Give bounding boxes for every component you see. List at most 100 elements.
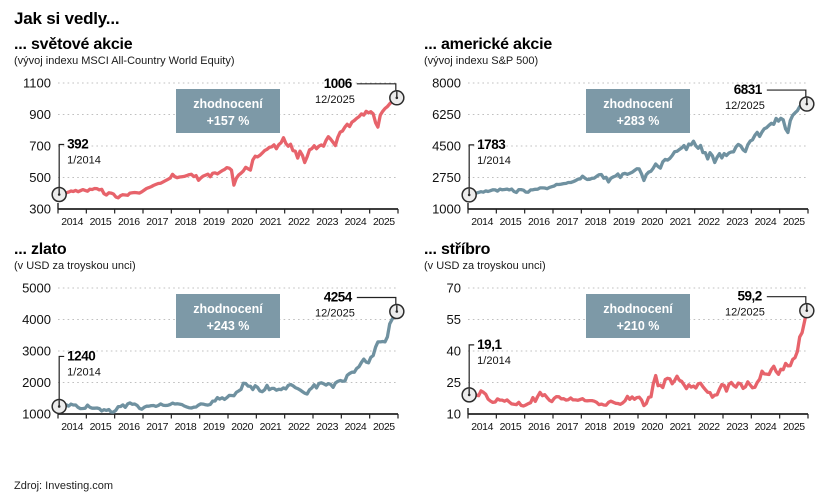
- svg-text:2020: 2020: [641, 216, 663, 228]
- svg-text:300: 300: [29, 202, 51, 217]
- svg-text:55: 55: [447, 312, 461, 327]
- x-axis: 2014 2015 2016 2017 2018 2019 2020 2021 2022 2023…: [467, 203, 809, 228]
- svg-text:2023: 2023: [316, 421, 338, 433]
- svg-text:2023: 2023: [726, 216, 748, 228]
- series-line: [57, 96, 399, 200]
- svg-text:4000: 4000: [22, 312, 51, 327]
- line-chart-us-equities: 1000 2750 4500 6250 8000 2014 2015 2016 2017 2018…: [432, 76, 815, 228]
- chart-title-silver: ... stříbro: [424, 241, 491, 258]
- svg-text:2016: 2016: [528, 421, 550, 433]
- gridlines: 1000 2000 3000 4000 5000: [22, 281, 398, 422]
- svg-text:5000: 5000: [22, 281, 51, 296]
- start-annotation: 1240 1/2014: [51, 348, 101, 415]
- end-annotation: 4254 12/2025: [315, 289, 405, 320]
- svg-text:2025: 2025: [783, 216, 805, 228]
- valuation-badge: zhodnocení +283 %: [586, 89, 690, 133]
- start-annotation: 19,1 1/2014: [461, 337, 511, 403]
- svg-text:2017: 2017: [146, 216, 168, 228]
- start-annotation: 1783 1/2014: [461, 137, 511, 203]
- svg-text:2024: 2024: [345, 216, 367, 228]
- series-line: [467, 309, 809, 408]
- valuation-badge: zhodnocení +157 %: [176, 89, 280, 133]
- svg-text:10: 10: [447, 407, 461, 422]
- series-line: [57, 309, 399, 414]
- svg-text:zhodnocení: zhodnocení: [603, 302, 673, 316]
- svg-text:2022: 2022: [288, 421, 310, 433]
- svg-text:4254: 4254: [324, 289, 353, 304]
- svg-text:1783: 1783: [477, 137, 506, 152]
- point-marker-icon: [799, 96, 815, 112]
- svg-text:500: 500: [29, 170, 51, 185]
- charts-grid: ... světové akcie (vývoj indexu MSCI All…: [0, 34, 820, 438]
- valuation-badge: zhodnocení +210 %: [586, 294, 690, 338]
- chart-panel-silver: ... stříbro (v USD za troyskou unci) 10 2…: [424, 239, 815, 438]
- svg-text:19,1: 19,1: [477, 337, 502, 352]
- svg-text:2018: 2018: [175, 421, 197, 433]
- svg-text:2025: 2025: [373, 216, 395, 228]
- svg-text:12/2025: 12/2025: [725, 100, 765, 112]
- svg-text:2023: 2023: [726, 421, 748, 433]
- line-chart-gold: 1000 2000 3000 4000 5000 2014 2015 2016 2017 2018…: [22, 281, 405, 433]
- svg-text:1240: 1240: [67, 348, 95, 363]
- svg-text:6831: 6831: [734, 82, 763, 97]
- svg-text:zhodnocení: zhodnocení: [193, 302, 263, 316]
- svg-text:2023: 2023: [316, 216, 338, 228]
- svg-text:2021: 2021: [670, 216, 692, 228]
- svg-text:2017: 2017: [146, 421, 168, 433]
- point-marker-icon: [389, 303, 405, 320]
- svg-text:2014: 2014: [471, 216, 493, 228]
- svg-text:2025: 2025: [783, 421, 805, 433]
- svg-text:2021: 2021: [260, 216, 282, 228]
- svg-text:2000: 2000: [22, 375, 51, 390]
- svg-text:4500: 4500: [432, 139, 461, 154]
- chart-title-gold: ... zlato: [14, 241, 67, 258]
- svg-text:+157 %: +157 %: [207, 114, 250, 128]
- svg-text:6250: 6250: [432, 107, 461, 122]
- chart-title-world-equities: ... světové akcie: [14, 36, 133, 53]
- svg-text:1/2014: 1/2014: [477, 355, 511, 367]
- chart-title-us-equities: ... americké akcie: [424, 36, 553, 53]
- chart-subtitle-world-equities: (vývoj indexu MSCI All-Country World Equ…: [14, 55, 235, 67]
- svg-text:2016: 2016: [118, 216, 140, 228]
- svg-text:2020: 2020: [231, 216, 253, 228]
- svg-text:2014: 2014: [471, 421, 493, 433]
- line-chart-world-equities: 300 500 700 900 1100 2014 2015 2016 2017 2018 2019…: [23, 76, 405, 228]
- chart-subtitle-gold: (v USD za troyskou unci): [14, 260, 136, 272]
- svg-text:2750: 2750: [432, 170, 461, 185]
- point-marker-icon: [51, 186, 67, 203]
- svg-text:2015: 2015: [500, 216, 522, 228]
- svg-text:zhodnocení: zhodnocení: [193, 97, 263, 111]
- page-title: Jak si vedly...: [14, 9, 120, 28]
- point-marker-icon: [799, 302, 815, 319]
- point-marker-icon: [389, 90, 405, 106]
- start-annotation: 392 1/2014: [51, 137, 101, 203]
- svg-text:700: 700: [29, 139, 51, 154]
- chart-subtitle-silver: (v USD za troyskou unci): [424, 260, 546, 272]
- svg-text:1/2014: 1/2014: [67, 155, 101, 167]
- svg-text:1000: 1000: [432, 202, 461, 217]
- svg-text:12/2025: 12/2025: [315, 94, 355, 106]
- gridlines: 300 500 700 900 1100: [23, 76, 398, 217]
- svg-text:2015: 2015: [90, 216, 112, 228]
- svg-text:+283 %: +283 %: [617, 114, 660, 128]
- svg-text:2022: 2022: [288, 216, 310, 228]
- svg-text:+210 %: +210 %: [617, 319, 660, 333]
- svg-text:59,2: 59,2: [738, 289, 762, 304]
- svg-text:2024: 2024: [755, 421, 777, 433]
- x-axis: 2014 2015 2016 2017 2018 2019 2020 2021 2022 2023…: [57, 203, 399, 228]
- svg-text:2018: 2018: [175, 216, 197, 228]
- svg-text:40: 40: [447, 344, 461, 359]
- source-note: Zdroj: Investing.com: [14, 480, 114, 492]
- end-annotation: 6831 12/2025: [725, 82, 815, 112]
- svg-text:+243 %: +243 %: [207, 319, 250, 333]
- svg-text:2019: 2019: [613, 421, 635, 433]
- svg-text:1000: 1000: [22, 407, 51, 422]
- point-marker-icon: [461, 187, 477, 203]
- valuation-badge: zhodnocení +243 %: [176, 294, 280, 338]
- end-annotation: 59,2 12/2025: [725, 289, 815, 319]
- svg-text:392: 392: [67, 137, 88, 152]
- gridlines: 10 25 40 55 70: [447, 281, 808, 422]
- svg-text:2019: 2019: [613, 216, 635, 228]
- svg-text:8000: 8000: [432, 76, 461, 91]
